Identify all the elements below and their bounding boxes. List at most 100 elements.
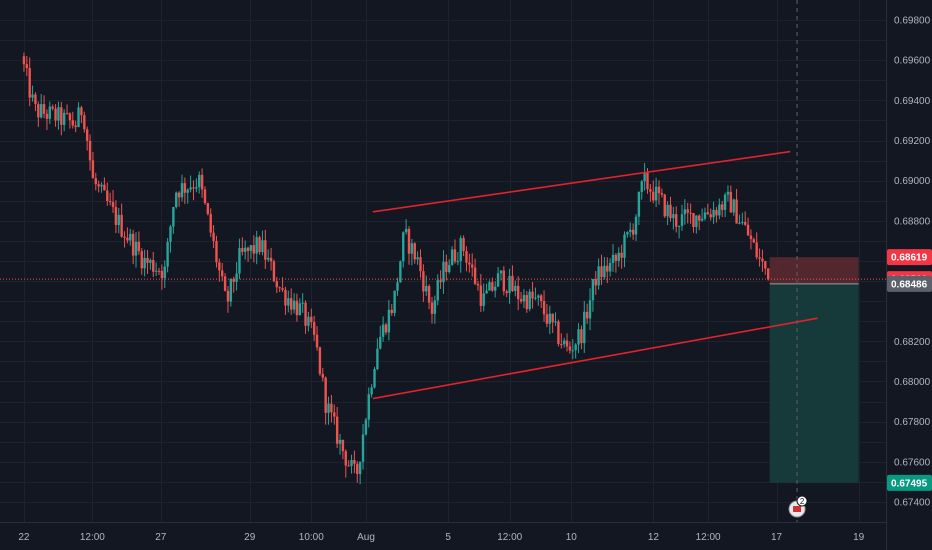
candle-body	[675, 214, 678, 227]
candle-body	[565, 340, 569, 347]
price-tick-label: 0.69200	[894, 136, 931, 147]
candle-body	[223, 276, 227, 291]
candle-body	[226, 290, 230, 302]
candle-body	[758, 257, 761, 259]
time-tick-label: 19	[853, 532, 865, 543]
candle-body	[166, 241, 169, 267]
candle-body	[677, 225, 681, 227]
candle-body	[203, 189, 207, 204]
candle-body	[335, 416, 339, 444]
candle-body	[560, 344, 563, 346]
candle-body	[686, 209, 689, 213]
candle-body	[534, 297, 537, 299]
candle-body	[154, 270, 158, 272]
candle-body	[614, 254, 618, 261]
candle-body	[695, 215, 698, 228]
candle-body	[315, 334, 319, 348]
take-profit-zone[interactable]	[769, 283, 859, 483]
candle-body	[715, 209, 718, 216]
candle-body	[738, 222, 741, 224]
price-tick-label: 0.67400	[894, 497, 931, 508]
candle-body	[499, 270, 503, 274]
candle-body	[301, 302, 304, 304]
trend-channel[interactable]	[372, 150, 818, 400]
price-tick-label: 0.67600	[894, 457, 931, 468]
candle-body	[606, 265, 609, 272]
candle-body	[709, 214, 712, 218]
candle-body	[34, 94, 37, 105]
target-price-badge: 0.67495	[887, 474, 932, 491]
candle-body	[626, 232, 629, 235]
time-axis[interactable]: 22 12:00 27 29 10:00 Aug 5 12:00 10 12 12:00 17 19	[0, 522, 886, 544]
candle-body	[22, 56, 26, 65]
candle-body	[48, 106, 52, 119]
price-axis[interactable]: 0.69800 0.69600 0.69400 0.69200 0.69000 0.688…	[886, 0, 931, 550]
candle-body	[134, 241, 138, 256]
candle-body	[143, 257, 146, 269]
candle-body	[608, 263, 612, 272]
candle-body	[637, 191, 641, 217]
candle-body	[393, 290, 396, 314]
candle-body	[735, 199, 738, 224]
candle-body	[186, 189, 189, 193]
candle-body	[307, 316, 310, 326]
time-tick-label: 12	[648, 532, 660, 543]
candle-body	[258, 237, 261, 253]
candle-body	[712, 209, 715, 218]
candle-body	[611, 254, 615, 264]
candle-body	[468, 262, 471, 265]
candle-body	[42, 104, 46, 114]
time-tick-label: 12:00	[497, 532, 522, 543]
candle-body	[295, 300, 299, 316]
candle-body	[327, 403, 330, 413]
price-tick-label: 0.68200	[894, 337, 931, 348]
candle-body	[244, 247, 247, 252]
candle-body	[264, 240, 267, 260]
candle-body	[634, 216, 638, 235]
candle-body	[413, 243, 416, 260]
candle-body	[591, 279, 595, 301]
candle-body	[453, 249, 457, 262]
channel-line-lower[interactable]	[372, 317, 818, 400]
price-tick-label: 0.67800	[894, 417, 931, 428]
candle-body	[669, 204, 672, 219]
candle-body	[473, 267, 477, 284]
candle-body	[620, 252, 623, 258]
candle-body	[640, 181, 643, 192]
candle-body	[706, 212, 710, 215]
candle-body	[580, 329, 583, 344]
channel-line-upper[interactable]	[372, 150, 791, 213]
entry-price-badge-bg	[887, 275, 932, 292]
candle-body	[318, 347, 322, 374]
time-tick-label: 29	[244, 532, 256, 543]
candle-body	[287, 298, 290, 306]
candle-body	[350, 460, 353, 466]
candle-body	[321, 373, 324, 378]
candle-body	[729, 191, 733, 213]
candle-body	[396, 282, 399, 291]
target-price-badge-bg	[887, 474, 932, 491]
candle-body	[117, 214, 120, 226]
candle-body	[103, 184, 106, 191]
candle-body	[364, 419, 368, 435]
candle-body	[152, 259, 155, 272]
price-tick-label: 0.68000	[894, 377, 931, 388]
candle-body	[663, 194, 666, 217]
candle-body	[666, 204, 669, 217]
stop-loss-zone[interactable]	[769, 257, 859, 284]
time-tick-label: 5	[445, 532, 451, 543]
candle-body	[180, 183, 184, 198]
candle-body	[672, 214, 675, 219]
candle-body	[643, 172, 646, 182]
candle-body	[494, 286, 497, 291]
candle-body	[235, 273, 238, 282]
time-tick-label: 17	[771, 532, 783, 543]
candle-body	[574, 344, 577, 351]
candle-body	[100, 184, 103, 187]
event-marker[interactable]: 2	[788, 495, 808, 518]
candle-body	[131, 233, 135, 256]
candle-body	[436, 280, 439, 301]
time-tick-label: 22	[18, 532, 30, 543]
